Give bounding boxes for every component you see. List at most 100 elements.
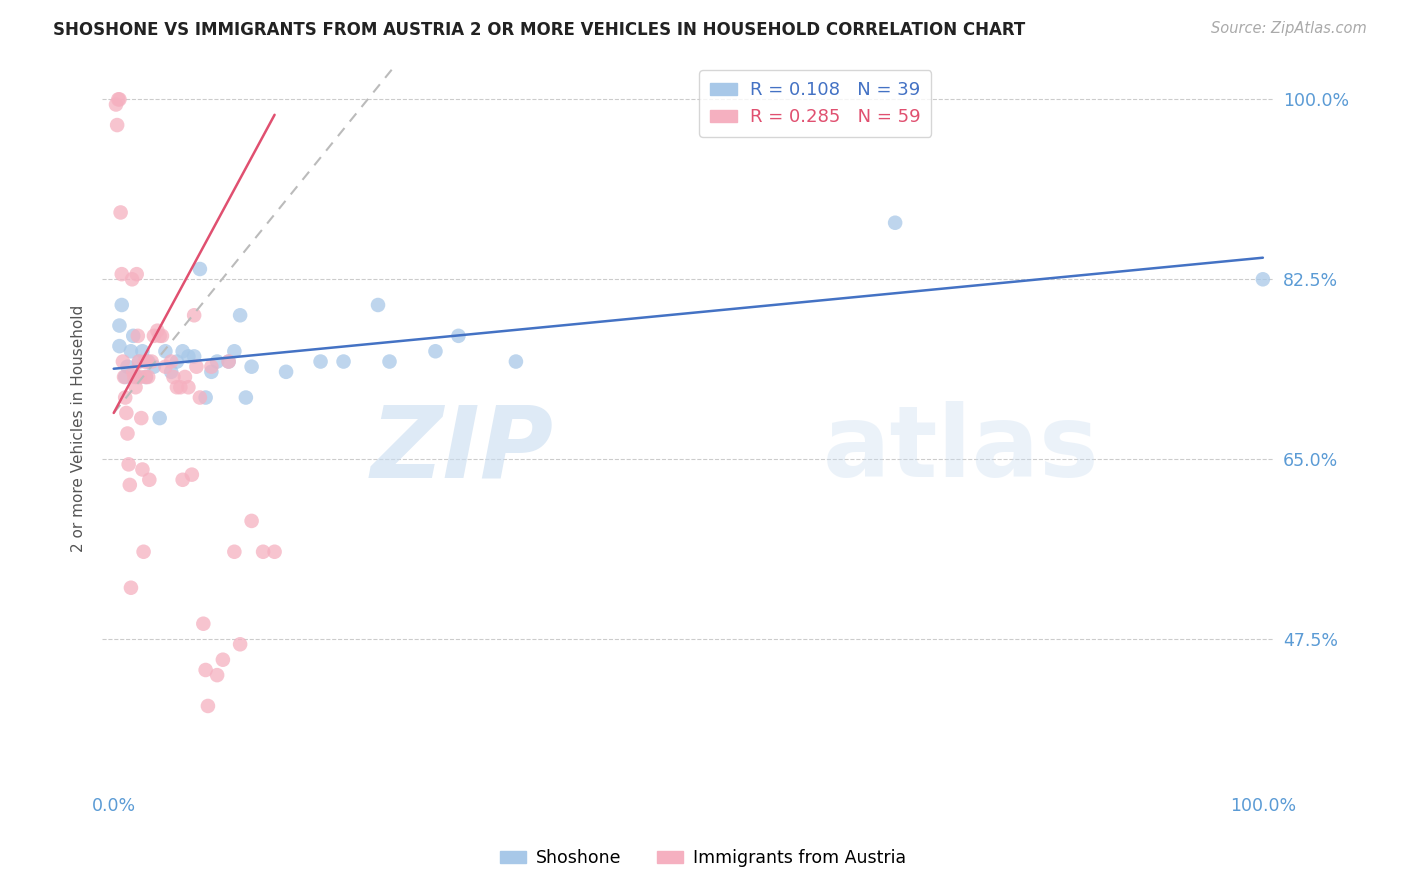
Point bbox=[252, 545, 274, 559]
Point bbox=[110, 205, 132, 219]
Point bbox=[197, 698, 219, 713]
Point bbox=[180, 467, 202, 482]
Point bbox=[112, 370, 135, 384]
Point bbox=[149, 411, 172, 425]
Point bbox=[177, 350, 200, 364]
Point bbox=[194, 391, 217, 405]
Point bbox=[166, 354, 188, 368]
Point bbox=[122, 365, 145, 379]
Point bbox=[160, 354, 183, 368]
Point bbox=[183, 308, 205, 322]
Point bbox=[117, 359, 139, 374]
Point bbox=[160, 365, 183, 379]
Point bbox=[447, 329, 470, 343]
Point bbox=[218, 354, 240, 368]
Point bbox=[505, 354, 527, 368]
Point bbox=[134, 354, 156, 368]
Point bbox=[149, 329, 172, 343]
Point bbox=[129, 411, 152, 425]
Point bbox=[135, 370, 157, 384]
Point bbox=[188, 262, 211, 277]
Point bbox=[105, 97, 128, 112]
Point bbox=[229, 637, 252, 651]
Point bbox=[105, 118, 128, 132]
Point bbox=[194, 663, 217, 677]
Point bbox=[263, 545, 285, 559]
Point bbox=[136, 370, 159, 384]
Point bbox=[121, 272, 143, 286]
Point bbox=[224, 545, 246, 559]
Point bbox=[128, 354, 150, 368]
Point bbox=[169, 380, 191, 394]
Point bbox=[120, 581, 142, 595]
Point bbox=[212, 653, 235, 667]
Point bbox=[183, 350, 205, 364]
Point bbox=[188, 391, 211, 405]
Point bbox=[240, 514, 263, 528]
Point bbox=[235, 391, 257, 405]
Point bbox=[124, 380, 146, 394]
Point bbox=[162, 370, 184, 384]
Point bbox=[193, 616, 215, 631]
Point bbox=[274, 365, 297, 379]
Point bbox=[205, 668, 228, 682]
Point bbox=[146, 324, 169, 338]
Point bbox=[186, 359, 208, 374]
Point bbox=[135, 370, 157, 384]
Point bbox=[332, 354, 354, 368]
Point bbox=[200, 365, 222, 379]
Point bbox=[114, 391, 136, 405]
Point bbox=[111, 354, 134, 368]
Point bbox=[1251, 272, 1274, 286]
Point bbox=[115, 406, 138, 420]
Text: Source: ZipAtlas.com: Source: ZipAtlas.com bbox=[1211, 21, 1367, 36]
Point bbox=[172, 344, 194, 359]
Point bbox=[142, 329, 165, 343]
Point bbox=[425, 344, 447, 359]
Point bbox=[111, 298, 134, 312]
Point bbox=[155, 359, 177, 374]
Point bbox=[129, 370, 152, 384]
Point bbox=[884, 216, 907, 230]
Point bbox=[378, 354, 401, 368]
Point bbox=[111, 267, 134, 281]
Point bbox=[141, 354, 163, 368]
Point bbox=[218, 354, 240, 368]
Point bbox=[117, 458, 139, 472]
Point bbox=[142, 359, 165, 374]
Point bbox=[138, 473, 160, 487]
Point bbox=[172, 473, 194, 487]
Point bbox=[128, 354, 150, 368]
Legend: Shoshone, Immigrants from Austria: Shoshone, Immigrants from Austria bbox=[494, 843, 912, 874]
Point bbox=[120, 344, 142, 359]
Point bbox=[166, 380, 188, 394]
Point bbox=[205, 354, 228, 368]
Point bbox=[125, 267, 148, 281]
Point bbox=[224, 344, 246, 359]
Point bbox=[367, 298, 389, 312]
Point bbox=[114, 370, 136, 384]
Point bbox=[309, 354, 332, 368]
Point bbox=[122, 329, 145, 343]
Point bbox=[132, 545, 155, 559]
Point bbox=[124, 370, 146, 384]
Y-axis label: 2 or more Vehicles in Household: 2 or more Vehicles in Household bbox=[72, 305, 86, 552]
Point bbox=[118, 478, 141, 492]
Point bbox=[240, 359, 263, 374]
Point bbox=[108, 339, 131, 353]
Point bbox=[125, 370, 148, 384]
Point bbox=[177, 380, 200, 394]
Point bbox=[174, 370, 197, 384]
Point bbox=[107, 92, 129, 106]
Point bbox=[108, 318, 131, 333]
Text: ZIP: ZIP bbox=[371, 401, 554, 499]
Point bbox=[117, 426, 139, 441]
Point bbox=[229, 308, 252, 322]
Point bbox=[108, 92, 131, 106]
Point bbox=[136, 354, 159, 368]
Text: SHOSHONE VS IMMIGRANTS FROM AUSTRIA 2 OR MORE VEHICLES IN HOUSEHOLD CORRELATION : SHOSHONE VS IMMIGRANTS FROM AUSTRIA 2 OR… bbox=[53, 21, 1026, 38]
Point bbox=[200, 359, 222, 374]
Text: atlas: atlas bbox=[823, 401, 1099, 499]
Point bbox=[131, 462, 153, 476]
Point bbox=[136, 354, 159, 368]
